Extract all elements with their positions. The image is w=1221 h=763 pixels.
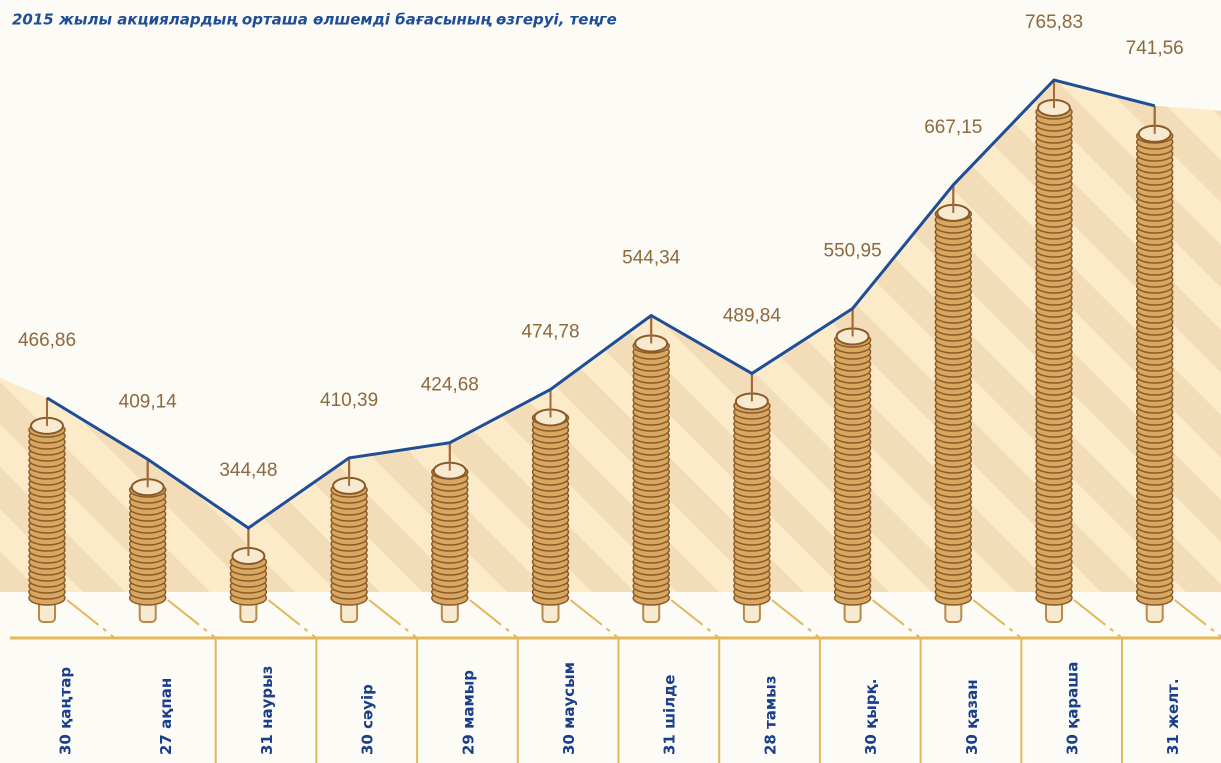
value-label: 667,15 — [924, 117, 982, 138]
coin-stack — [1035, 80, 1073, 623]
x-tick-label: 31 желт. — [1164, 678, 1182, 755]
coin-stack — [833, 308, 872, 623]
coin-stack — [934, 184, 973, 623]
x-tick-label: 28 тамыз — [761, 676, 779, 755]
coin-stack — [330, 457, 368, 623]
x-tick-label: 31 наурыз — [258, 666, 276, 755]
deco-line — [167, 599, 217, 639]
x-tick-label: 27 ақпан — [157, 678, 175, 755]
deco-line — [469, 599, 519, 639]
value-label: 489,84 — [723, 305, 782, 326]
x-tick-label: 29 мамыр — [459, 670, 477, 755]
deco-line — [972, 599, 1022, 639]
value-label: 741,56 — [1126, 38, 1184, 59]
deco-line — [1073, 599, 1123, 639]
value-label: 544,34 — [622, 248, 681, 269]
deco-line — [1174, 599, 1221, 638]
value-label: 424,68 — [421, 375, 479, 396]
value-label: 765,83 — [1025, 12, 1083, 33]
x-tick-label: 30 қаңтар — [57, 667, 75, 755]
coin-stack — [531, 389, 570, 623]
x-tick-label: 30 маусым — [560, 662, 578, 755]
value-label: 466,86 — [18, 330, 76, 351]
coin-stack — [1135, 105, 1174, 623]
coin-stack — [733, 373, 771, 623]
coin-stack — [28, 397, 66, 623]
x-tick-label: 30 қырқ. — [862, 679, 880, 755]
x-tick-label: 30 қазан — [963, 679, 981, 755]
x-tick-label: 30 сәуір — [359, 684, 377, 755]
line — [46, 78, 1156, 530]
chart-title: 2015 жылы акциялардың орташа өлшемді бағ… — [12, 11, 617, 29]
deco-line — [670, 599, 720, 639]
value-label: 474,78 — [521, 321, 579, 342]
deco-line — [66, 599, 116, 639]
area — [0, 80, 1221, 592]
value-label: 344,48 — [219, 460, 277, 481]
deco-line — [267, 599, 318, 639]
coin-stack — [229, 528, 268, 623]
x-tick-label: 31 шілде — [661, 675, 679, 755]
deco-line — [569, 599, 620, 639]
value-label: 409,14 — [119, 391, 178, 412]
value-label: 410,39 — [320, 390, 378, 411]
deco-line — [368, 599, 418, 639]
coin-stack — [431, 442, 469, 623]
coin-stack — [632, 315, 670, 623]
value-label: 550,95 — [824, 240, 882, 261]
deco-line — [871, 599, 922, 639]
x-tick-label: 30 қараша — [1064, 662, 1082, 755]
coin-stack — [128, 459, 167, 623]
deco-line — [771, 599, 821, 639]
